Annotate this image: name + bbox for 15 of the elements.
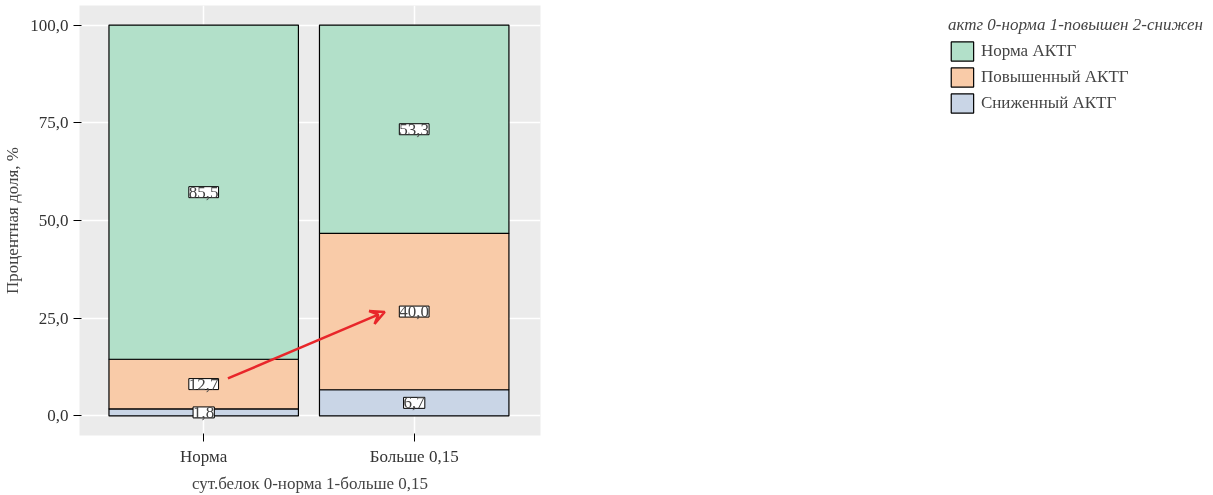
legend-label: Сниженный АКТГ	[980, 93, 1117, 113]
x-tick-label: Норма	[180, 446, 228, 466]
data-label: 12,7	[188, 374, 220, 394]
legend-label: Норма АКТГ	[980, 41, 1077, 61]
y-tick-label: 100,0	[30, 15, 69, 35]
legend-title: актг 0-норма 1-повышен 2-снижен	[947, 15, 1203, 35]
y-tick-label: 50,0	[38, 211, 69, 230]
legend-label: Повышенный АКТГ	[980, 67, 1129, 87]
x-tick-label: Больше 0,15	[369, 446, 459, 466]
y-axis-title: Процентная доля, %	[3, 146, 23, 295]
y-tick-label: 75,0	[38, 113, 69, 133]
y-tick-label: 0,0	[47, 406, 69, 426]
y-tick-label: 25,0	[38, 308, 69, 328]
x-axis-title: сут.белок 0-норма 1-больше 0,15	[191, 473, 429, 493]
data-label: 85,5	[188, 182, 219, 202]
